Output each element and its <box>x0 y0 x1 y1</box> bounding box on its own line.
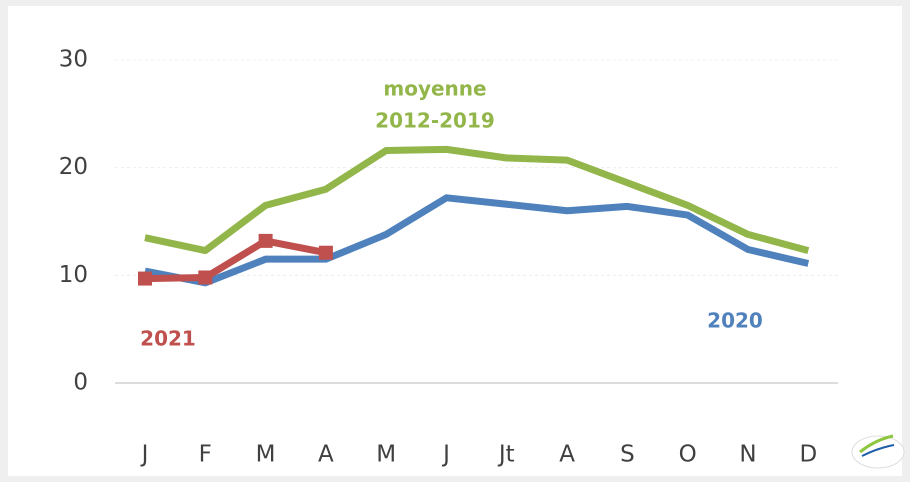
x-tick-label: Jt <box>497 442 515 468</box>
annotation: 2012-2019 <box>375 109 495 133</box>
x-tick-label: O <box>679 442 697 468</box>
x-tick-label: M <box>376 442 396 468</box>
x-tick-label: J <box>441 442 450 468</box>
series-line <box>144 145 810 255</box>
y-tick-label: 20 <box>59 154 88 180</box>
x-tick-label: A <box>559 442 575 468</box>
point-marker <box>138 271 152 286</box>
x-tick-label: S <box>620 442 635 468</box>
y-tick-label: 10 <box>59 262 88 288</box>
y-tick-label: 0 <box>73 370 88 396</box>
annotation: moyenne <box>383 77 486 101</box>
point-marker <box>198 270 213 285</box>
x-tick-label: M <box>256 442 276 468</box>
annotation: 2020 <box>707 309 763 333</box>
y-tick-label: 30 <box>59 47 88 73</box>
series-line <box>144 194 810 287</box>
point-marker <box>318 245 333 260</box>
logo <box>851 434 905 469</box>
x-tick-label: F <box>199 442 212 468</box>
series-line <box>144 237 327 283</box>
x-tick-label: J <box>140 442 149 468</box>
annotation: 2021 <box>140 327 196 351</box>
point-marker <box>258 233 273 248</box>
x-tick-label: A <box>318 442 334 468</box>
x-tick-label: D <box>799 442 817 468</box>
x-tick-label: N <box>739 442 756 468</box>
